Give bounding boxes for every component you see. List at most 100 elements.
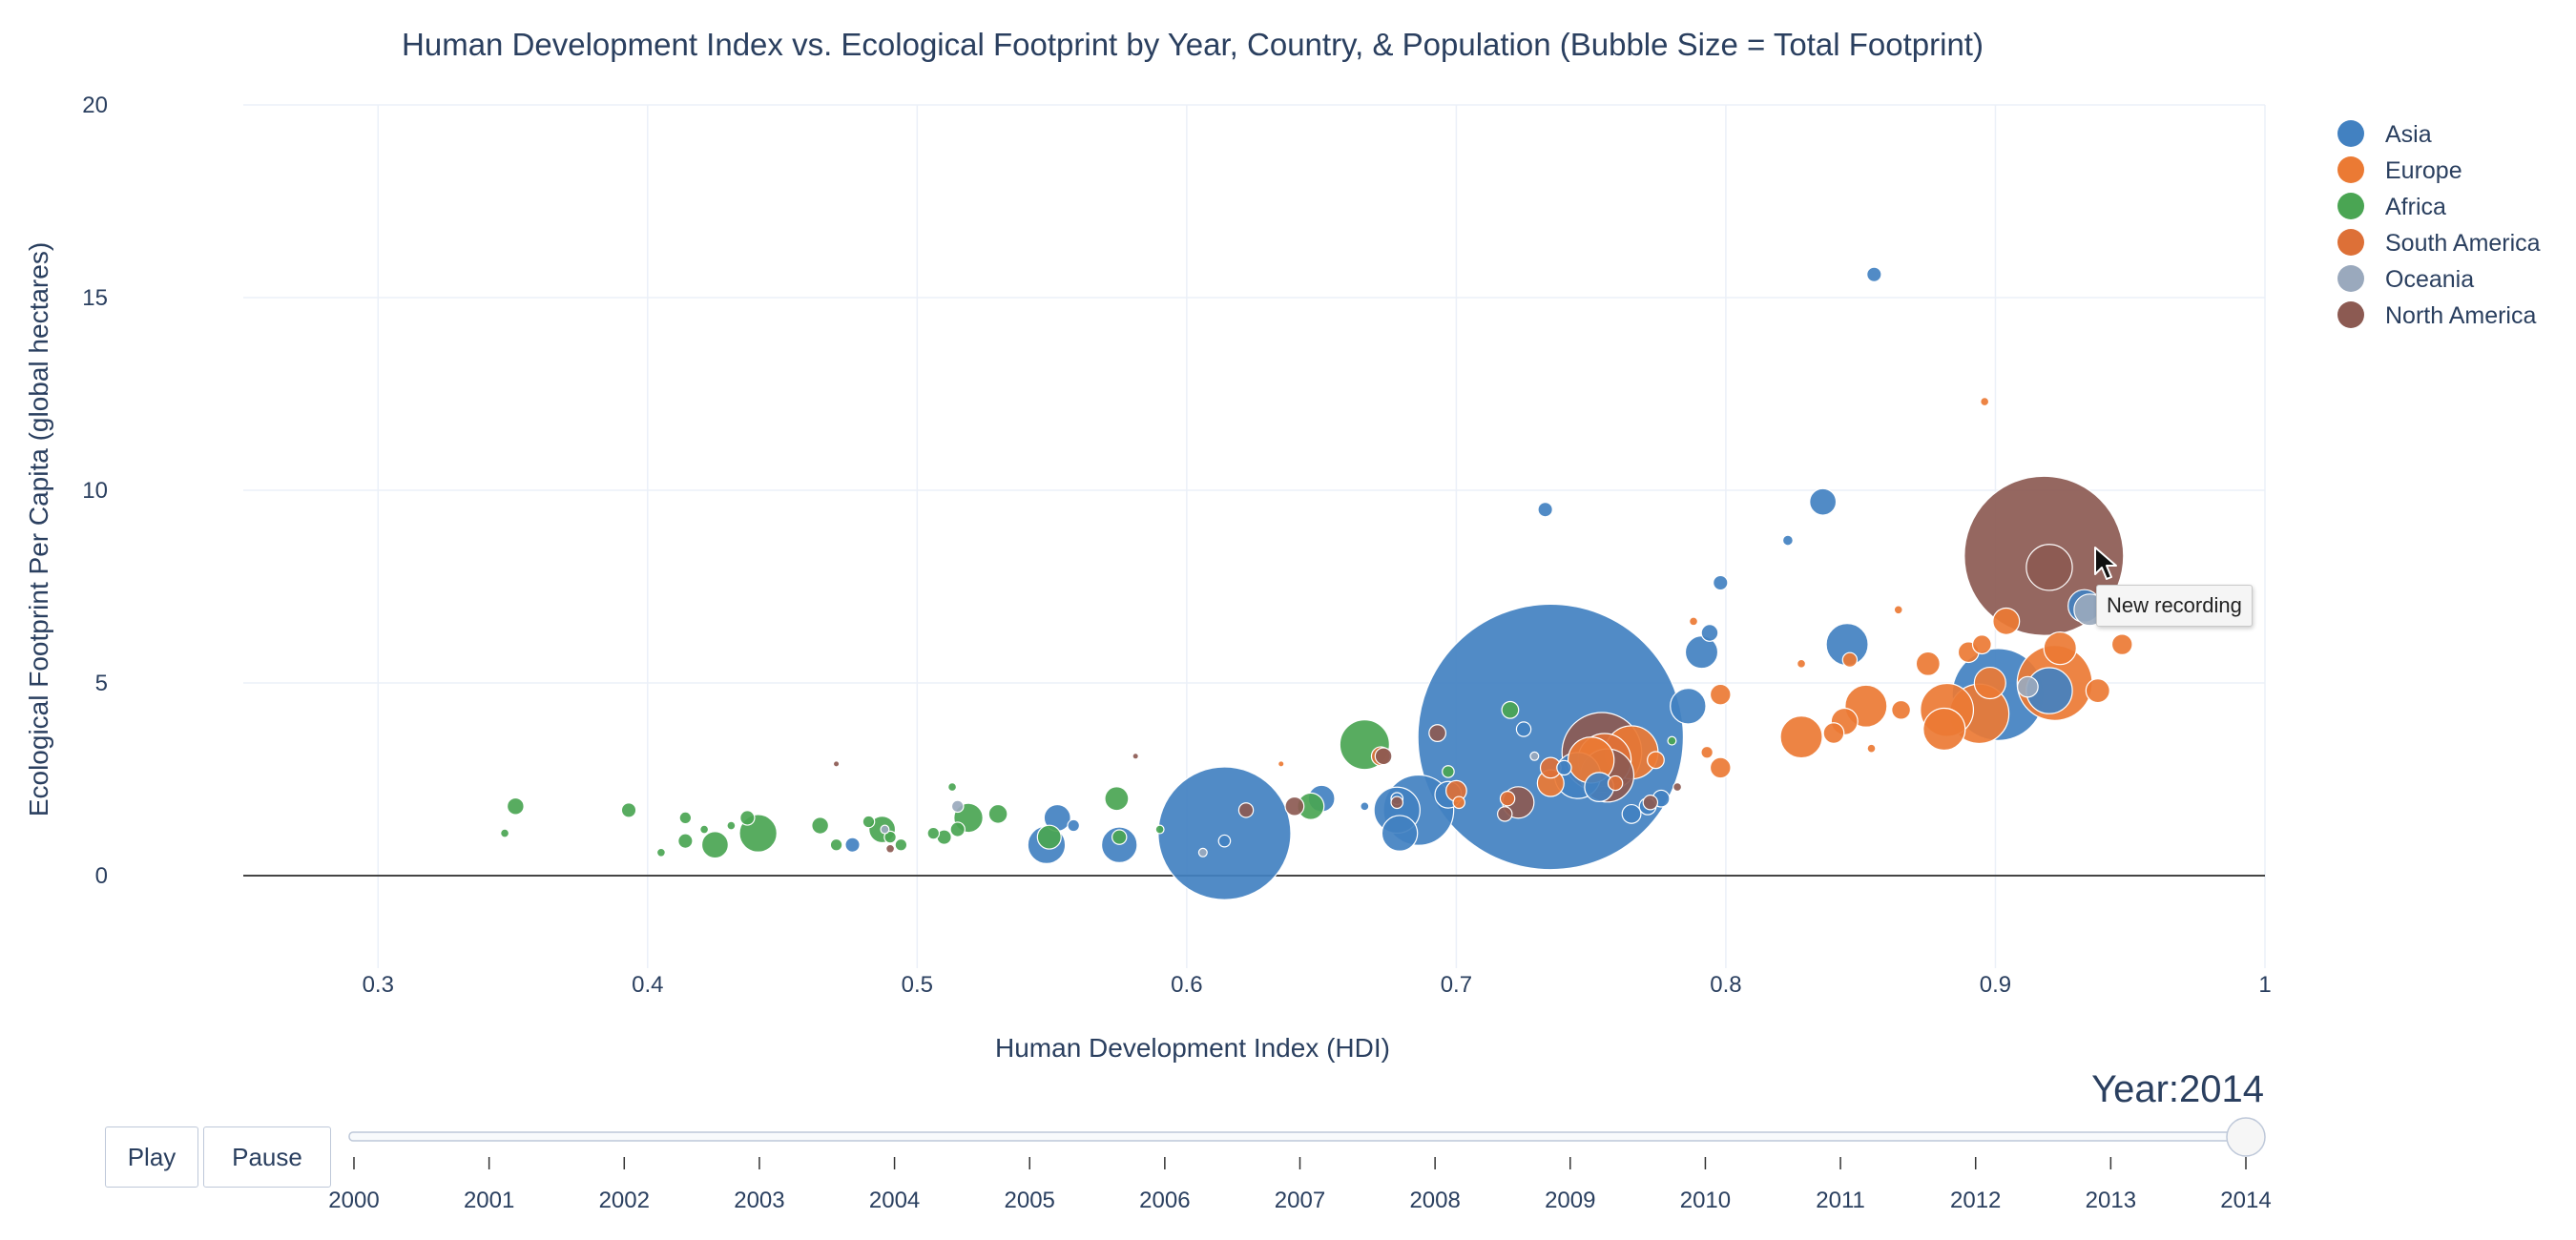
bubble-europe[interactable] — [1980, 397, 1990, 407]
bubble-north-america[interactable] — [1284, 796, 1305, 816]
slider-tick-label[interactable]: 2000 — [328, 1188, 379, 1213]
bubble-africa[interactable] — [1442, 765, 1455, 778]
bubble-africa[interactable] — [862, 815, 876, 829]
bubble-oceania[interactable] — [1197, 847, 1208, 858]
bubble-africa[interactable] — [1154, 824, 1165, 835]
bubble-north-america[interactable] — [885, 843, 896, 854]
slider-handle[interactable] — [2226, 1117, 2266, 1157]
bubble-asia[interactable] — [1621, 803, 1642, 824]
bubble-europe[interactable] — [2110, 633, 2133, 656]
bubble-africa[interactable] — [620, 802, 637, 818]
bubble-europe[interactable] — [2085, 678, 2110, 704]
slider-tick-label[interactable]: 2004 — [869, 1188, 920, 1213]
bubble-oceania[interactable] — [2016, 675, 2039, 698]
bubble-europe[interactable] — [1689, 616, 1699, 627]
bubble-north-america[interactable] — [1497, 806, 1513, 822]
bubble-asia[interactable] — [1781, 534, 1794, 547]
bubble-europe[interactable] — [1797, 658, 1807, 669]
bubble-europe[interactable] — [1866, 743, 1877, 754]
bubble-africa[interactable] — [811, 816, 830, 835]
bubble-north-america[interactable] — [1428, 724, 1447, 742]
legend[interactable]: Asia Europe Africa South America Oceania Nort… — [2337, 120, 2541, 329]
bubble-africa[interactable] — [500, 828, 510, 838]
bubble-asia[interactable] — [1700, 624, 1719, 642]
slider-rail[interactable] — [348, 1131, 2258, 1142]
bubble-africa[interactable] — [1104, 786, 1130, 812]
bubble-europe[interactable] — [1915, 651, 1941, 676]
bubble-europe[interactable] — [1278, 760, 1285, 768]
bubble-south-america[interactable] — [1499, 791, 1516, 807]
legend-item-asia[interactable]: Asia — [2337, 120, 2432, 148]
pause-button[interactable]: Pause — [203, 1126, 331, 1188]
bubble-north-america[interactable] — [1374, 747, 1393, 766]
bubble-europe[interactable] — [1992, 607, 2021, 635]
bubble-oceania[interactable] — [1529, 751, 1540, 761]
bubble-north-america[interactable] — [1672, 782, 1683, 793]
bubble-europe[interactable] — [1822, 722, 1845, 744]
legend-item-africa[interactable]: Africa — [2337, 193, 2446, 220]
bubble-africa[interactable] — [739, 810, 756, 826]
bubble-asia[interactable] — [1537, 501, 1553, 518]
bubble-europe[interactable] — [1452, 796, 1466, 810]
bubble-africa[interactable] — [678, 811, 693, 825]
slider-tick-label[interactable]: 2008 — [1409, 1188, 1460, 1213]
slider-tick-label[interactable]: 2006 — [1139, 1188, 1190, 1213]
bubble-europe[interactable] — [2043, 631, 2077, 666]
bubble-asia[interactable] — [1217, 834, 1232, 848]
bubble-asia[interactable] — [1360, 801, 1370, 812]
slider-tick-label[interactable]: 2001 — [464, 1188, 514, 1213]
bubble-europe[interactable] — [1700, 745, 1714, 759]
bubble-africa[interactable] — [700, 831, 729, 859]
bubble-asia[interactable] — [1067, 818, 1081, 833]
bubble-asia[interactable] — [1809, 487, 1838, 516]
legend-item-south-america[interactable]: South America — [2337, 229, 2541, 257]
bubble-asia[interactable] — [1866, 266, 1882, 282]
bubble-africa[interactable] — [987, 803, 1008, 824]
bubble-south-america[interactable] — [1607, 775, 1624, 792]
slider-tick-label[interactable]: 2007 — [1275, 1188, 1325, 1213]
play-button[interactable]: Play — [105, 1126, 198, 1188]
bubble-europe[interactable] — [1973, 666, 2006, 700]
bubble-north-america[interactable] — [1390, 796, 1404, 810]
bubble-asia[interactable] — [1556, 759, 1572, 776]
bubble-europe[interactable] — [1891, 699, 1912, 720]
slider-tick-label[interactable]: 2005 — [1005, 1188, 1055, 1213]
bubble-north-america[interactable] — [2025, 544, 2073, 591]
bubble-africa[interactable] — [1036, 824, 1062, 850]
bubble-asia[interactable] — [1381, 815, 1419, 852]
legend-item-north-america[interactable]: North America — [2337, 301, 2536, 329]
bubble-asia[interactable] — [1157, 766, 1292, 900]
slider-tick-label[interactable]: 2003 — [734, 1188, 784, 1213]
slider-tick-label[interactable]: 2011 — [1816, 1188, 1865, 1213]
bubble-africa[interactable] — [677, 833, 694, 849]
bubble-asia[interactable] — [1417, 603, 1685, 871]
bubble-north-america[interactable] — [832, 760, 841, 768]
bubble-europe[interactable] — [1922, 707, 1966, 752]
bubble-europe[interactable] — [1709, 756, 1732, 779]
bubble-europe[interactable] — [1779, 714, 1823, 759]
bubble-asia[interactable] — [844, 837, 861, 853]
bubble-europe[interactable] — [1647, 751, 1665, 770]
bubble-africa[interactable] — [1667, 735, 1677, 746]
bubble-africa[interactable] — [883, 830, 897, 844]
legend-item-europe[interactable]: Europe — [2337, 156, 2462, 184]
bubble-oceania[interactable] — [950, 799, 965, 814]
bubble-africa[interactable] — [506, 796, 525, 816]
slider-tick-label[interactable]: 2002 — [599, 1188, 650, 1213]
bubble-north-america[interactable] — [1237, 802, 1255, 818]
slider-tick-label[interactable]: 2009 — [1545, 1188, 1595, 1213]
bubble-africa[interactable] — [947, 782, 958, 793]
bubble-africa[interactable] — [949, 821, 966, 837]
bubble-africa[interactable] — [926, 826, 941, 840]
bubble-asia[interactable] — [1515, 721, 1532, 737]
slider-tick-label[interactable]: 2010 — [1680, 1188, 1731, 1213]
bubble-africa[interactable] — [894, 837, 908, 852]
bubble-africa[interactable] — [1501, 700, 1520, 719]
plot-area[interactable] — [500, 266, 2133, 900]
slider-tick-label[interactable]: 2012 — [1950, 1188, 2001, 1213]
bubble-asia[interactable] — [1670, 688, 1707, 725]
bubble-asia[interactable] — [1713, 574, 1729, 591]
bubble-africa[interactable] — [655, 847, 666, 858]
bubble-africa[interactable] — [1111, 829, 1128, 845]
bubble-north-america[interactable] — [1642, 795, 1659, 811]
